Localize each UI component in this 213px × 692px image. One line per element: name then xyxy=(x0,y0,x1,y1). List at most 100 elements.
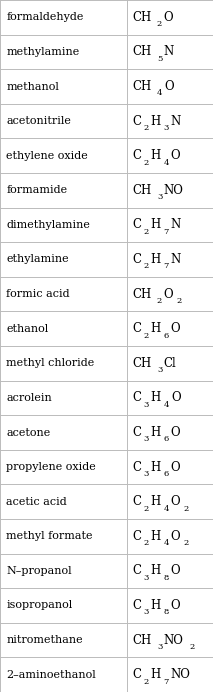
Text: 7: 7 xyxy=(164,228,169,236)
Text: dimethylamine: dimethylamine xyxy=(6,220,90,230)
Text: 2: 2 xyxy=(157,297,162,305)
Text: N–propanol: N–propanol xyxy=(6,566,72,576)
Text: H: H xyxy=(151,599,161,612)
Text: C: C xyxy=(132,668,141,681)
Text: O: O xyxy=(164,80,174,93)
Text: C: C xyxy=(132,392,141,404)
Text: CH: CH xyxy=(132,11,151,24)
Text: O: O xyxy=(171,426,180,439)
Text: 6: 6 xyxy=(164,470,169,478)
Text: O: O xyxy=(171,599,180,612)
Text: O: O xyxy=(164,11,173,24)
Text: 2–aminoethanol: 2–aminoethanol xyxy=(6,670,96,680)
Text: C: C xyxy=(132,219,141,231)
Text: C: C xyxy=(132,461,141,473)
Text: N: N xyxy=(171,219,181,231)
Text: 8: 8 xyxy=(164,608,169,617)
Text: 2: 2 xyxy=(144,228,149,236)
Text: CH: CH xyxy=(132,288,151,300)
Text: acetonitrile: acetonitrile xyxy=(6,116,71,126)
Text: 3: 3 xyxy=(144,574,149,582)
Text: 2: 2 xyxy=(144,539,149,547)
Text: 2: 2 xyxy=(144,124,149,132)
Text: O: O xyxy=(164,288,173,300)
Text: methanol: methanol xyxy=(6,82,59,91)
Text: methylamine: methylamine xyxy=(6,47,80,57)
Text: H: H xyxy=(151,392,161,404)
Text: acetone: acetone xyxy=(6,428,51,437)
Text: CH: CH xyxy=(132,46,151,58)
Text: NO: NO xyxy=(164,184,184,197)
Text: CH: CH xyxy=(132,634,151,646)
Text: 2: 2 xyxy=(144,677,149,686)
Text: H: H xyxy=(151,461,161,473)
Text: 3: 3 xyxy=(157,193,162,201)
Text: C: C xyxy=(132,149,141,162)
Text: formaldehyde: formaldehyde xyxy=(6,12,84,22)
Text: 4: 4 xyxy=(157,89,162,98)
Text: H: H xyxy=(150,668,161,681)
Text: nitromethane: nitromethane xyxy=(6,635,83,645)
Text: Cl: Cl xyxy=(164,357,177,370)
Text: ethylamine: ethylamine xyxy=(6,255,69,264)
Text: H: H xyxy=(151,426,161,439)
Text: formamide: formamide xyxy=(6,185,68,195)
Text: N: N xyxy=(164,46,174,58)
Text: 2: 2 xyxy=(144,158,149,167)
Text: O: O xyxy=(171,149,180,162)
Text: 7: 7 xyxy=(164,262,169,271)
Text: C: C xyxy=(132,599,141,612)
Text: acrolein: acrolein xyxy=(6,393,52,403)
Text: 4: 4 xyxy=(164,539,169,547)
Text: 2: 2 xyxy=(157,20,162,28)
Text: O: O xyxy=(171,461,180,473)
Text: H: H xyxy=(150,530,161,543)
Text: 6: 6 xyxy=(164,435,169,444)
Text: C: C xyxy=(132,495,141,508)
Text: NO: NO xyxy=(171,668,190,681)
Text: 5: 5 xyxy=(157,55,162,63)
Text: CH: CH xyxy=(132,184,151,197)
Text: 3: 3 xyxy=(164,124,169,132)
Text: 3: 3 xyxy=(157,366,162,374)
Text: H: H xyxy=(150,495,161,508)
Text: 2: 2 xyxy=(144,504,149,513)
Text: acetic acid: acetic acid xyxy=(6,497,67,507)
Text: 3: 3 xyxy=(144,401,149,409)
Text: NO: NO xyxy=(164,634,184,646)
Text: 2: 2 xyxy=(183,504,189,513)
Text: 8: 8 xyxy=(164,574,169,582)
Text: 6: 6 xyxy=(164,331,169,340)
Text: C: C xyxy=(132,565,141,577)
Text: 2: 2 xyxy=(190,643,195,651)
Text: 3: 3 xyxy=(157,643,162,651)
Text: H: H xyxy=(150,219,161,231)
Text: isopropanol: isopropanol xyxy=(6,601,73,610)
Text: O: O xyxy=(171,565,180,577)
Text: 2: 2 xyxy=(183,539,189,547)
Text: 3: 3 xyxy=(144,470,149,478)
Text: O: O xyxy=(171,495,180,508)
Text: H: H xyxy=(150,115,161,127)
Text: 7: 7 xyxy=(164,677,169,686)
Text: C: C xyxy=(132,426,141,439)
Text: 2: 2 xyxy=(144,331,149,340)
Text: methyl formate: methyl formate xyxy=(6,531,93,541)
Text: C: C xyxy=(132,115,141,127)
Text: H: H xyxy=(150,149,161,162)
Text: 2: 2 xyxy=(176,297,181,305)
Text: ethylene oxide: ethylene oxide xyxy=(6,151,88,161)
Text: O: O xyxy=(171,530,180,543)
Text: H: H xyxy=(151,565,161,577)
Text: C: C xyxy=(132,530,141,543)
Text: C: C xyxy=(132,322,141,335)
Text: CH: CH xyxy=(132,357,151,370)
Text: ethanol: ethanol xyxy=(6,324,49,334)
Text: 2: 2 xyxy=(144,262,149,271)
Text: CH: CH xyxy=(132,80,151,93)
Text: 4: 4 xyxy=(164,504,169,513)
Text: formic acid: formic acid xyxy=(6,289,70,299)
Text: N: N xyxy=(171,115,181,127)
Text: O: O xyxy=(170,322,180,335)
Text: H: H xyxy=(150,322,161,335)
